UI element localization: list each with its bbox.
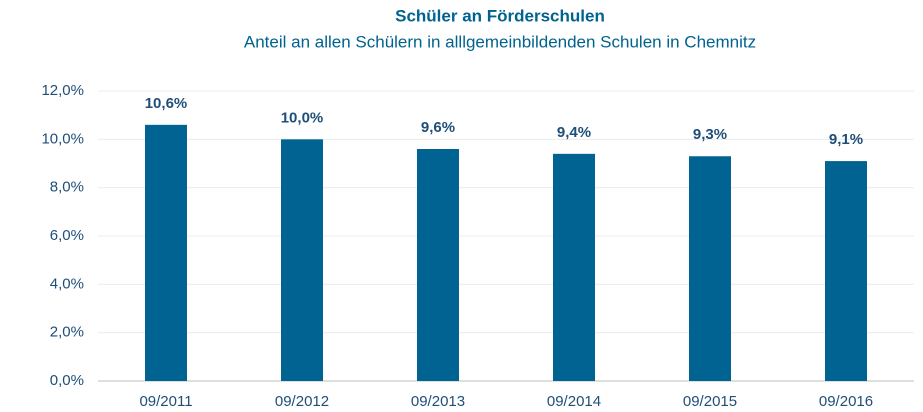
y-tick-label: 4,0% — [50, 275, 84, 292]
y-tick-label: 0,0% — [50, 372, 84, 389]
bar — [553, 153, 595, 381]
x-tick-label: 09/2011 — [139, 393, 192, 410]
value-label: 9,3% — [693, 126, 727, 143]
y-tick-label: 8,0% — [50, 179, 84, 196]
y-tick-label: 10,0% — [41, 130, 84, 147]
x-tick-label: 09/2014 — [547, 393, 601, 410]
value-label: 10,6% — [145, 95, 188, 112]
value-label: 9,1% — [829, 131, 863, 148]
bar — [281, 139, 323, 381]
bar — [825, 161, 867, 381]
x-tick-label: 09/2013 — [411, 393, 465, 410]
x-tick-label: 09/2015 — [683, 393, 737, 410]
y-tick-label: 6,0% — [50, 227, 84, 244]
value-label: 9,6% — [421, 119, 455, 136]
y-tick-label: 2,0% — [50, 324, 84, 341]
x-tick-label: 09/2012 — [275, 393, 329, 410]
chart-title: Schüler an Förderschulen — [395, 6, 605, 25]
y-tick-label: 12,0% — [41, 82, 84, 99]
bar — [145, 124, 187, 381]
bar — [417, 149, 459, 381]
bar — [689, 156, 731, 381]
x-tick-label: 09/2016 — [819, 393, 873, 410]
value-label: 10,0% — [281, 109, 324, 126]
chart-subtitle: Anteil an allen Schülern in alllgemeinbi… — [244, 32, 756, 51]
value-label: 9,4% — [557, 124, 591, 141]
